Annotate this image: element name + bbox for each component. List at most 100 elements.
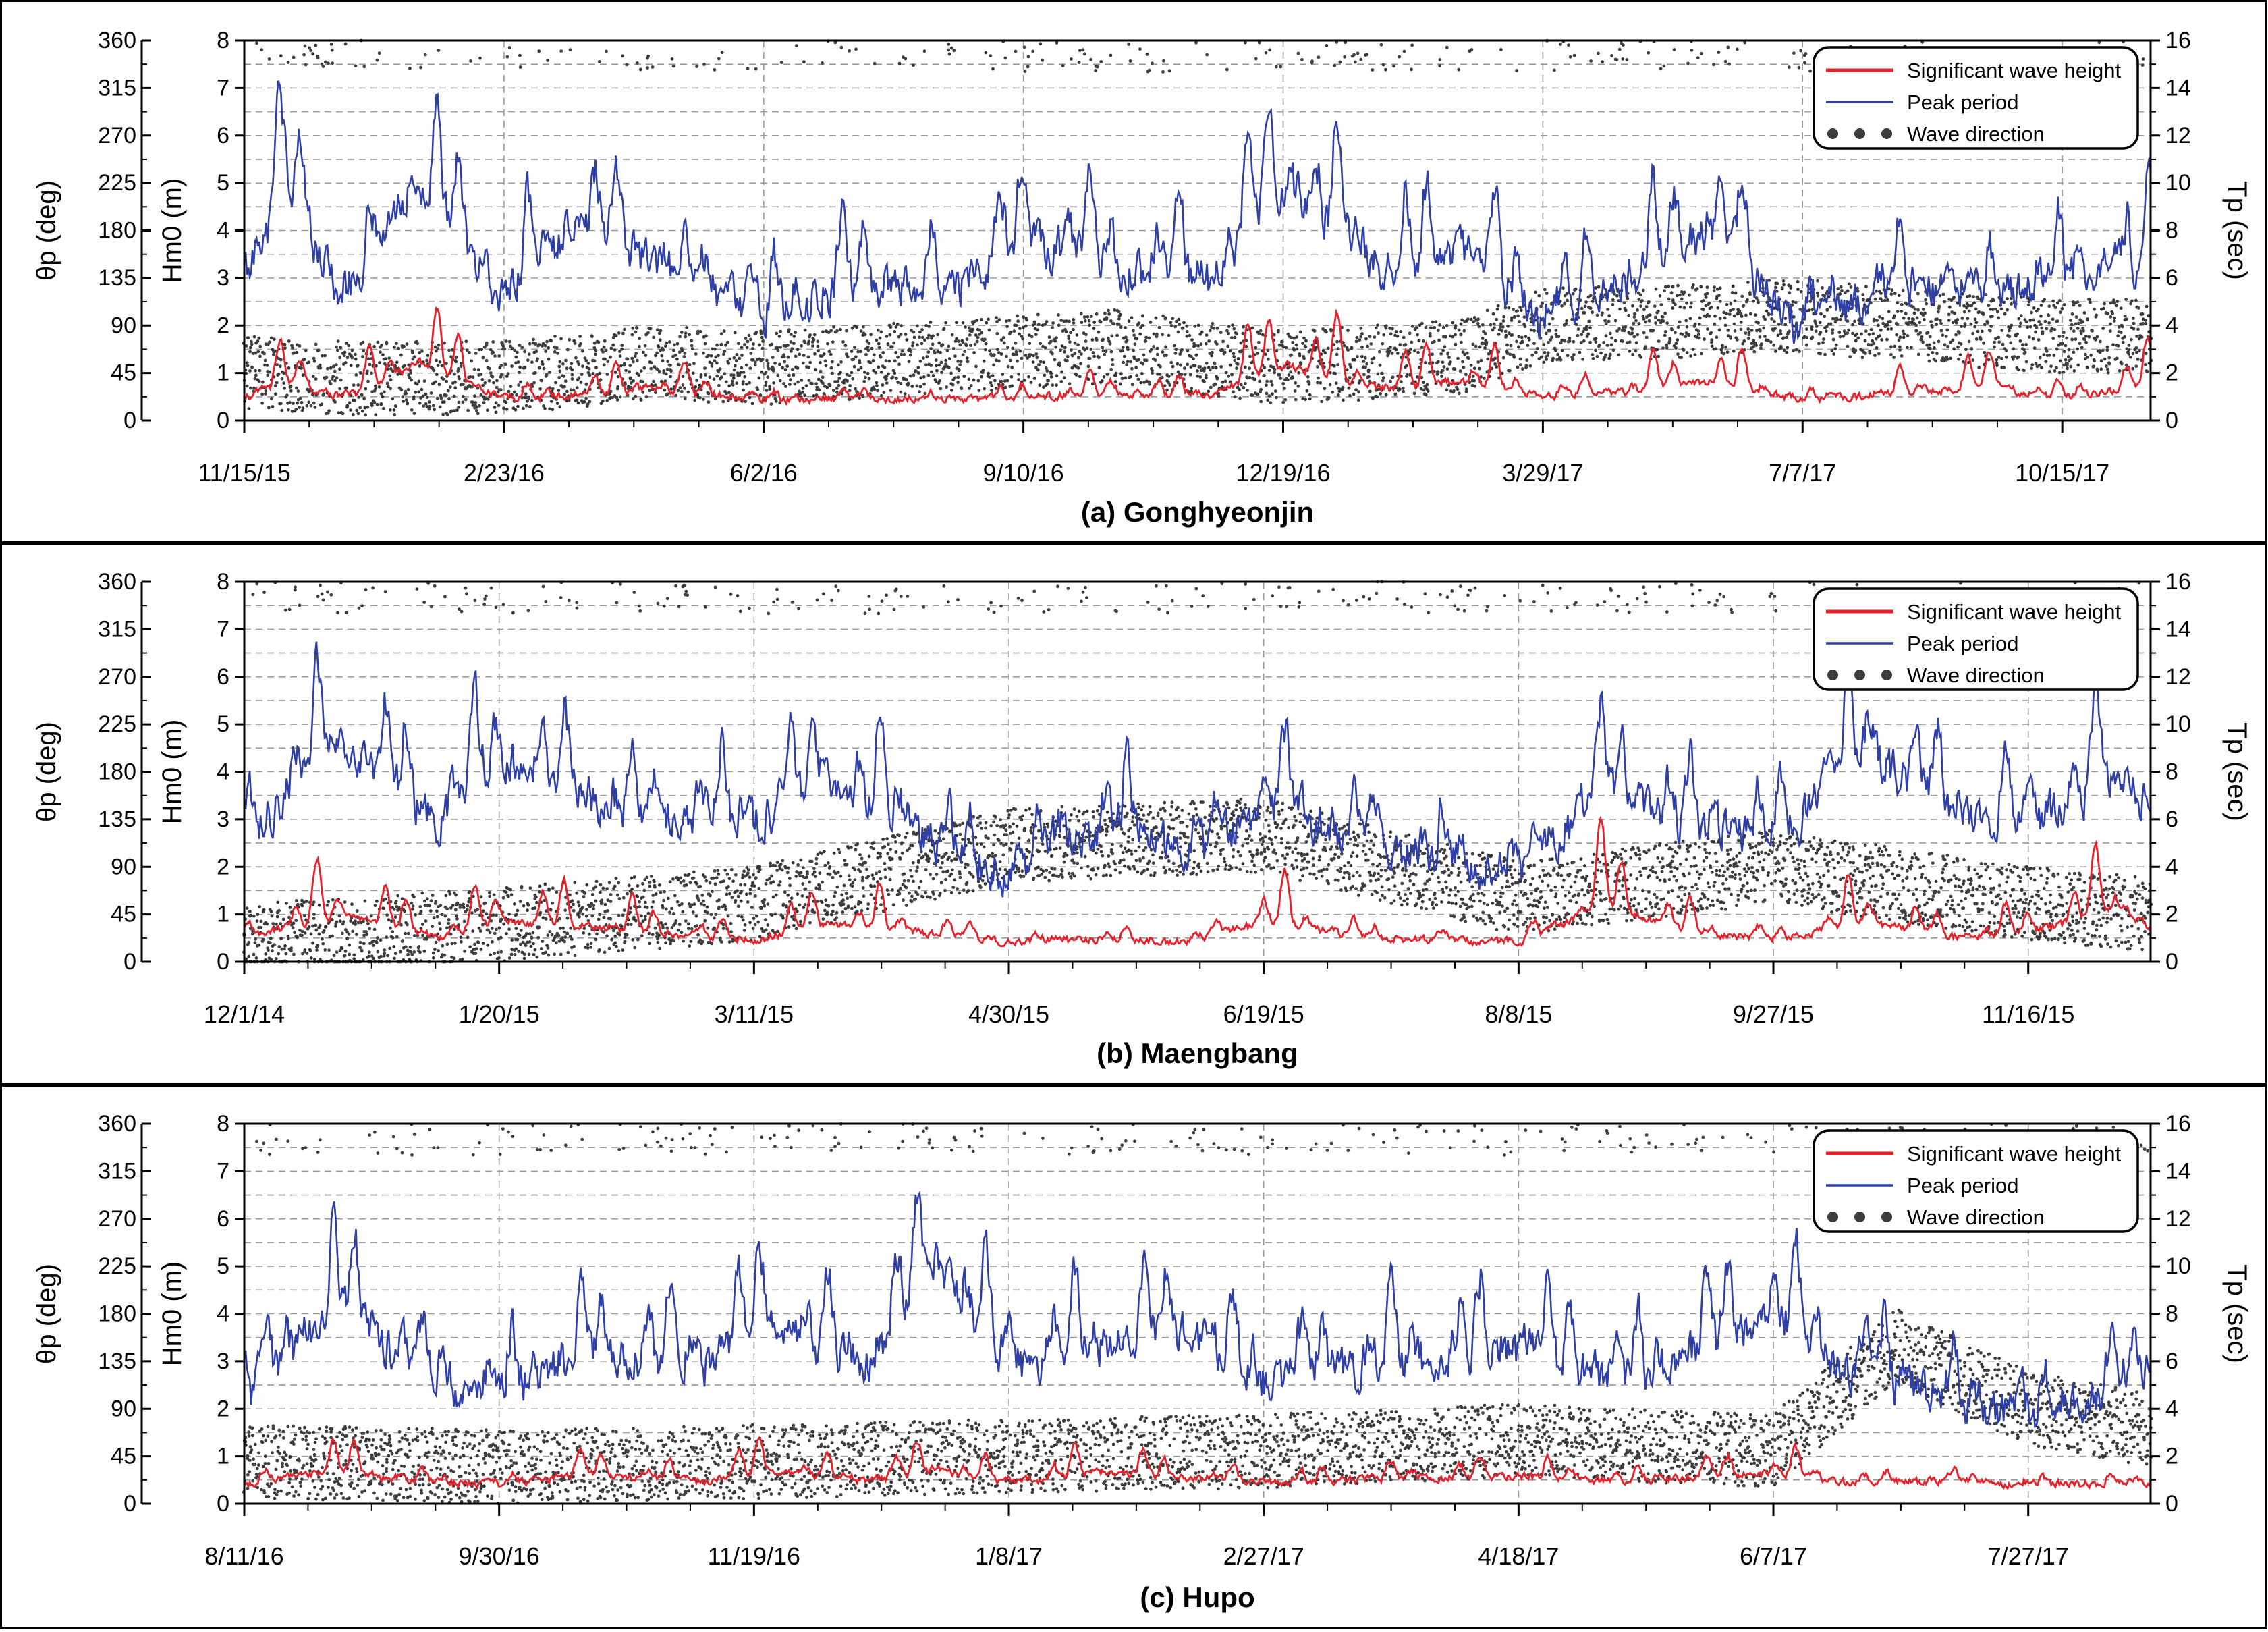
wave-direction-point <box>1319 381 1322 385</box>
wave-direction-point <box>1237 357 1240 360</box>
wave-direction-point <box>883 366 886 369</box>
wave-direction-point <box>1402 336 1406 339</box>
wave-direction-point <box>1049 340 1053 344</box>
wave-direction-point <box>370 914 373 917</box>
wave-direction-point <box>505 890 508 894</box>
wave-direction-point <box>1856 290 1860 293</box>
wave-direction-point <box>566 348 570 352</box>
wave-direction-point <box>1217 394 1221 398</box>
wave-direction-point <box>458 906 462 909</box>
wave-direction-point <box>2136 328 2140 331</box>
wave-direction-point <box>643 366 646 370</box>
wave-direction-point <box>957 339 960 343</box>
wave-direction-point <box>1155 335 1159 338</box>
wave-direction-point <box>1002 336 1005 339</box>
wave-direction-point <box>384 357 387 360</box>
wave-direction-point <box>294 919 298 922</box>
wave-direction-point <box>1481 323 1485 327</box>
tick-label-height: 0 <box>217 408 229 433</box>
wave-direction-point <box>1657 355 1660 358</box>
wave-direction-point <box>277 945 281 948</box>
wave-direction-point <box>283 947 286 950</box>
wave-direction-point <box>700 373 703 377</box>
wave-direction-point <box>1015 350 1018 354</box>
wave-direction-point <box>1997 340 2001 344</box>
legend-marker-dots <box>1854 128 1865 139</box>
wave-direction-point <box>786 344 790 347</box>
wave-direction-point <box>1301 342 1304 345</box>
wave-direction-point <box>989 54 992 57</box>
wave-direction-point <box>1929 335 1932 339</box>
wave-direction-point <box>840 46 843 49</box>
wave-direction-point <box>1971 332 1974 335</box>
wave-direction-point <box>345 406 349 409</box>
wave-direction-point <box>803 393 806 397</box>
wave-direction-point <box>1634 319 1638 323</box>
wave-direction-point <box>1476 322 1480 325</box>
wave-direction-point <box>841 340 845 344</box>
wave-direction-point <box>283 387 286 390</box>
wave-direction-point <box>1754 313 1757 317</box>
wave-direction-point <box>2021 343 2024 346</box>
wave-direction-point <box>656 328 659 331</box>
wave-direction-point <box>1744 331 1748 335</box>
wave-direction-point <box>1564 322 1568 325</box>
wave-direction-point <box>1084 319 1087 323</box>
wave-direction-point <box>860 329 863 333</box>
wave-direction-point <box>1923 312 1927 315</box>
wave-direction-point <box>2063 350 2066 353</box>
wave-direction-point <box>1976 330 1980 333</box>
wave-direction-point <box>1101 346 1104 350</box>
wave-direction-point <box>1592 357 1595 360</box>
wave-direction-point <box>1656 348 1659 352</box>
wave-direction-point <box>1679 306 1682 309</box>
wave-direction-point <box>1092 321 1096 324</box>
wave-direction-point <box>386 382 389 385</box>
wave-direction-point <box>2051 300 2055 303</box>
wave-direction-point <box>564 359 568 362</box>
wave-direction-point <box>787 374 791 377</box>
wave-direction-point <box>1617 327 1621 331</box>
wave-direction-point <box>1149 321 1153 324</box>
wave-direction-point <box>548 371 551 374</box>
wave-direction-point <box>962 375 966 378</box>
wave-direction-point <box>2080 332 2083 335</box>
wave-direction-point <box>1697 329 1700 333</box>
wave-direction-point <box>1251 327 1254 330</box>
wave-direction-point <box>749 338 752 342</box>
wave-direction-point <box>1356 52 1360 55</box>
wave-direction-point <box>742 383 745 386</box>
wave-direction-point <box>379 350 382 354</box>
wave-direction-point <box>1018 327 1022 330</box>
wave-direction-point <box>1545 332 1548 335</box>
wave-direction-point <box>1918 321 1921 324</box>
wave-direction-point <box>1708 315 1711 318</box>
wave-direction-point <box>1286 378 1290 381</box>
wave-direction-point <box>1171 373 1174 376</box>
wave-direction-point <box>912 373 916 377</box>
wave-direction-point <box>776 346 779 350</box>
wave-direction-point <box>420 892 424 895</box>
wave-direction-point <box>1429 332 1432 335</box>
wave-direction-point <box>632 379 635 383</box>
wave-direction-point <box>1131 383 1134 386</box>
wave-direction-point <box>1265 392 1269 396</box>
wave-direction-point <box>1051 352 1054 356</box>
wave-direction-point <box>1508 306 1511 310</box>
wave-direction-point <box>749 352 752 355</box>
wave-direction-point <box>464 587 468 590</box>
wave-direction-point <box>253 335 256 339</box>
wave-direction-point <box>1759 346 1763 350</box>
wave-direction-point <box>1279 65 1282 69</box>
wave-direction-point <box>1109 319 1113 323</box>
wave-direction-point <box>1935 323 1938 326</box>
wave-direction-point <box>404 932 407 935</box>
wave-direction-point <box>620 344 624 347</box>
wave-direction-point <box>1061 64 1065 67</box>
axis-title-period: Tp (sec) <box>2222 181 2252 280</box>
wave-direction-point <box>379 955 383 958</box>
wave-direction-point <box>1823 315 1826 318</box>
wave-direction-point <box>338 367 341 371</box>
wave-direction-point <box>1873 319 1876 323</box>
wave-direction-point <box>312 900 316 904</box>
